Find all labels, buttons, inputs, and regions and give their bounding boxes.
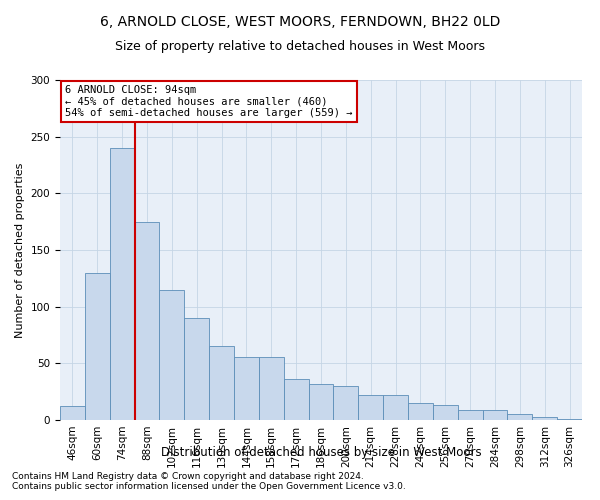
Bar bbox=[308, 384, 334, 420]
Bar bbox=[234, 356, 259, 420]
Bar bbox=[184, 318, 209, 420]
Bar bbox=[60, 406, 85, 420]
Text: Size of property relative to detached houses in West Moors: Size of property relative to detached ho… bbox=[115, 40, 485, 53]
Bar bbox=[110, 148, 134, 420]
Bar bbox=[209, 346, 234, 420]
Bar bbox=[433, 406, 458, 420]
Bar bbox=[408, 403, 433, 420]
Text: 6, ARNOLD CLOSE, WEST MOORS, FERNDOWN, BH22 0LD: 6, ARNOLD CLOSE, WEST MOORS, FERNDOWN, B… bbox=[100, 15, 500, 29]
Bar bbox=[259, 356, 284, 420]
Bar bbox=[160, 290, 184, 420]
Y-axis label: Number of detached properties: Number of detached properties bbox=[15, 162, 25, 338]
Bar bbox=[508, 414, 532, 420]
Text: 6 ARNOLD CLOSE: 94sqm
← 45% of detached houses are smaller (460)
54% of semi-det: 6 ARNOLD CLOSE: 94sqm ← 45% of detached … bbox=[65, 85, 353, 118]
Bar bbox=[458, 410, 482, 420]
Bar bbox=[85, 272, 110, 420]
Bar bbox=[482, 410, 508, 420]
Text: Contains HM Land Registry data © Crown copyright and database right 2024.: Contains HM Land Registry data © Crown c… bbox=[12, 472, 364, 481]
Bar bbox=[358, 395, 383, 420]
Bar bbox=[284, 379, 308, 420]
Bar bbox=[134, 222, 160, 420]
Bar bbox=[383, 395, 408, 420]
Bar bbox=[532, 416, 557, 420]
Bar bbox=[557, 419, 582, 420]
Bar bbox=[334, 386, 358, 420]
Text: Distribution of detached houses by size in West Moors: Distribution of detached houses by size … bbox=[161, 446, 481, 459]
Text: Contains public sector information licensed under the Open Government Licence v3: Contains public sector information licen… bbox=[12, 482, 406, 491]
